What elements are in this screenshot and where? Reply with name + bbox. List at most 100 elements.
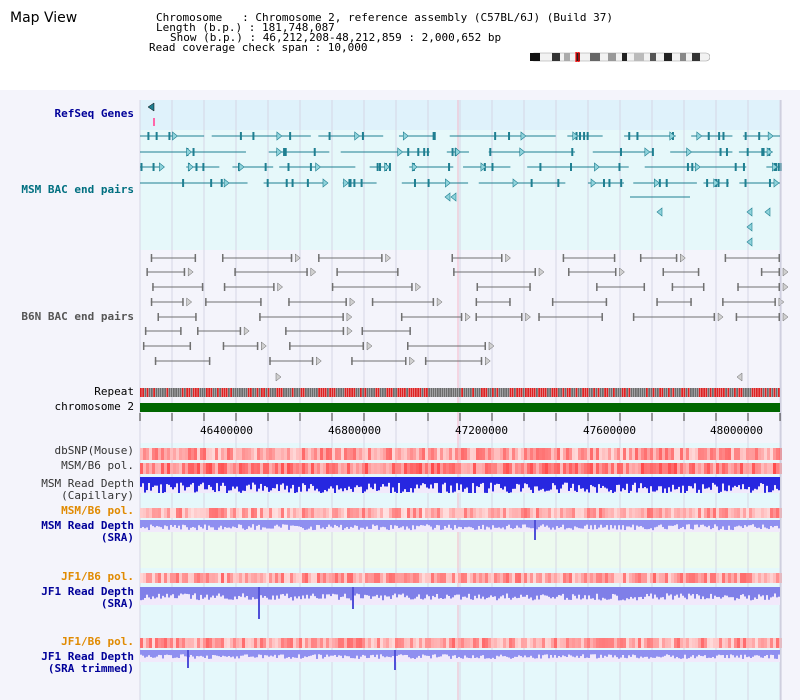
jf1-depth-bar	[738, 587, 740, 599]
bac-end	[671, 283, 674, 291]
exon-mark	[417, 148, 420, 156]
jf1-depth-bar	[152, 587, 154, 597]
msm-sra-depth-bar	[638, 520, 640, 527]
jf1-depth-bar	[510, 587, 512, 600]
axis-tick-label: 47600000	[583, 424, 636, 437]
msm-depth-bar	[272, 477, 274, 489]
jf1-trim-depth-bar	[646, 650, 648, 657]
heat-cell	[671, 638, 674, 648]
msm-depth-bar	[226, 477, 228, 493]
repeat-element	[252, 388, 254, 397]
heat-cell	[692, 573, 695, 583]
heat-cell	[293, 573, 296, 583]
jf1-trim-depth-bar	[230, 650, 232, 658]
heat-cell	[212, 463, 215, 474]
heat-cell	[218, 463, 221, 474]
heat-cell	[512, 638, 515, 648]
repeat-element	[346, 388, 349, 397]
heat-cell	[758, 508, 761, 518]
heat-cell	[284, 463, 287, 474]
heat-cell	[728, 448, 731, 460]
jf1-depth-bar	[634, 587, 636, 598]
heat-cell	[698, 508, 701, 518]
msm-sra-depth-bar	[380, 520, 382, 528]
heat-cell	[326, 508, 329, 518]
jf1-trim-depth-bar	[556, 650, 558, 658]
heat-cell	[635, 448, 638, 460]
heat-cell	[680, 573, 683, 583]
heat-cell	[773, 508, 776, 518]
msm-sra-depth-bar	[584, 520, 586, 526]
exon-mark	[658, 179, 661, 187]
jf1-depth-bar	[344, 587, 346, 594]
jf1-trim-depth-bar	[682, 650, 684, 659]
jf1-depth-bar	[316, 587, 318, 599]
heat-cell	[362, 463, 365, 474]
jf1-trim-depth-bar	[428, 650, 430, 656]
msm-sra-depth-bar	[256, 520, 258, 526]
msm-sra-depth-bar	[702, 520, 704, 525]
repeat-element	[696, 388, 699, 397]
msm-depth-bar	[238, 477, 240, 492]
heat-cell	[707, 508, 710, 518]
heat-cell	[590, 463, 593, 474]
repeat-element	[485, 388, 488, 397]
repeat-element	[322, 388, 325, 397]
jf1-trim-depth-bar	[582, 650, 584, 655]
heat-cell	[290, 508, 293, 518]
jf1-trim-depth-bar	[442, 650, 444, 655]
msm-depth-bar	[522, 477, 524, 489]
heat-cell	[599, 573, 602, 583]
repeat-element	[228, 388, 230, 397]
jf1-depth-bar	[366, 587, 368, 596]
bac-end	[702, 283, 705, 291]
repeat-element	[316, 388, 318, 397]
repeat-element	[239, 388, 241, 397]
msm-depth-bar	[470, 477, 472, 493]
msm-sra-depth-bar	[332, 520, 334, 528]
msm-depth-bar	[364, 477, 366, 492]
msm-depth-bar	[408, 477, 410, 493]
heat-cell	[356, 638, 359, 648]
jf1-depth-bar	[348, 587, 350, 599]
chromosome-ideogram[interactable]	[530, 52, 710, 62]
msm-sra-depth-bar	[520, 520, 522, 529]
msm-sra-depth-bar	[354, 520, 356, 526]
jf1-depth-bar	[452, 587, 454, 598]
msm-sra-depth-bar	[460, 520, 462, 528]
repeat-element	[379, 388, 382, 397]
jf1-trim-depth-bar	[696, 650, 698, 657]
heat-cell	[206, 448, 209, 460]
heat-cell	[548, 508, 551, 518]
msm-sra-depth-bar	[470, 520, 472, 528]
msm-depth-bar	[396, 477, 398, 493]
msm-sra-depth-bar	[724, 520, 726, 530]
gene-arrow	[315, 162, 322, 172]
msm-depth-bar	[360, 477, 362, 487]
jf1-depth-bar	[324, 587, 326, 599]
heat-cell	[377, 463, 380, 474]
msm-depth-bar	[386, 477, 388, 487]
bac-end	[371, 298, 374, 306]
jf1-trim-depth-bar	[710, 650, 712, 658]
msm-depth-bar	[212, 477, 214, 491]
heat-cell	[599, 508, 602, 518]
msm-depth-bar	[244, 477, 246, 491]
jf1-trim-depth-bar	[174, 650, 176, 658]
heat-cell	[518, 463, 521, 474]
jf1-depth-bar	[432, 587, 434, 596]
jf1-trim-depth-bar	[774, 650, 776, 659]
gene-arrow	[455, 147, 462, 157]
heat-cell	[320, 463, 323, 474]
track-canvas[interactable]	[0, 90, 800, 700]
jf1-depth-bar	[272, 587, 274, 596]
jf1-depth-bar	[778, 587, 780, 597]
heat-cell	[221, 508, 224, 518]
jf1-depth-bar	[482, 587, 484, 597]
heat-cell	[443, 448, 446, 460]
msm-depth-bar	[356, 477, 358, 486]
msm-sra-depth-bar	[714, 520, 716, 525]
msm-sra-depth-bar	[158, 520, 160, 527]
heat-cell	[776, 448, 779, 460]
heat-cell	[656, 463, 659, 474]
